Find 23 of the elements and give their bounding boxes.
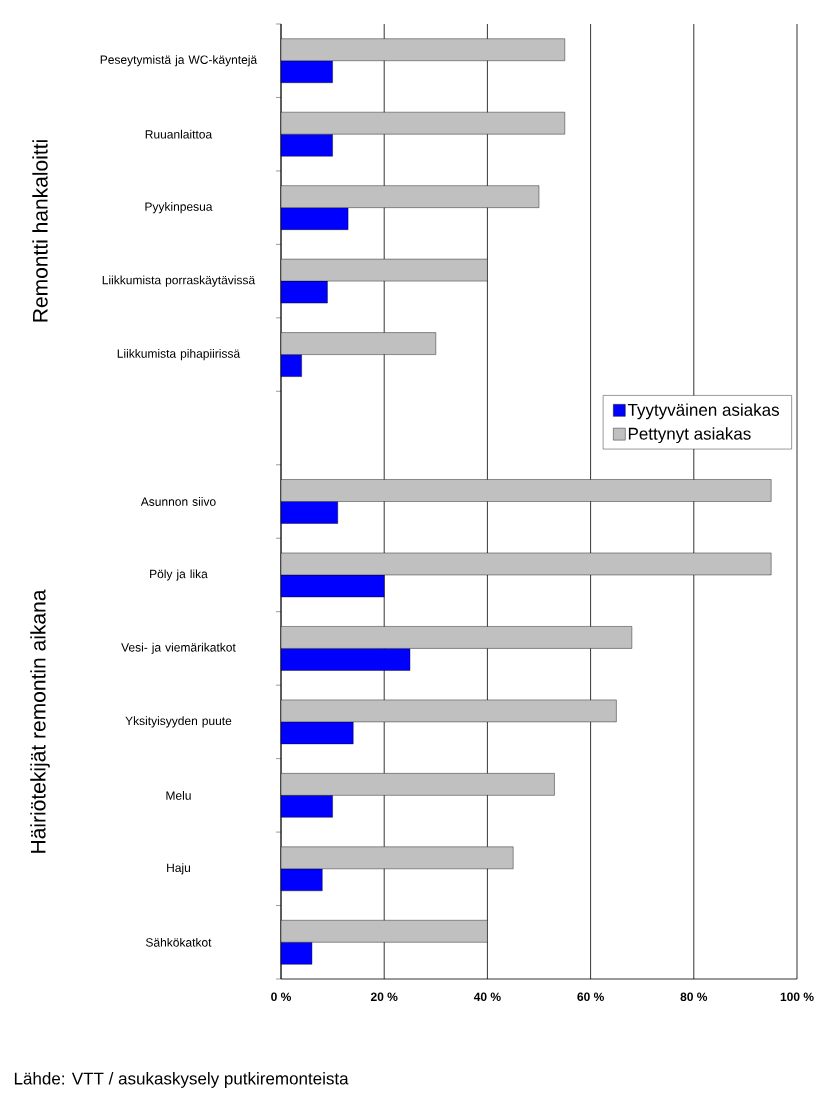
y-tick-label: Asunnon siivo: [140, 497, 216, 506]
text: Häiriötekijät remontin aikana: [30, 589, 50, 853]
x-tick-label: 40 %: [473, 992, 501, 1002]
y-tick-label: Pöly ja lika: [150, 569, 208, 581]
y-tick-label: Sähkökatkot: [145, 937, 212, 947]
y-tick-label: Yksityisyyden puute: [125, 716, 232, 728]
legend-label: Tyytyväinen asiakas: [627, 403, 779, 420]
legend-label: Pettynyt asiakas: [628, 427, 751, 444]
x-tick-label: 60 %: [577, 992, 604, 1002]
y-tick-label: Peseytymistä ja WC-käyntejä: [100, 55, 258, 67]
y-tick-label: Liikkumista pihapiirissä: [117, 348, 241, 361]
y-tick-label: Pyykinpesua: [145, 202, 213, 214]
text: Lähde: VTT / asukaskysely putkiremonteista: [14, 1072, 349, 1088]
y-tick-label: Vesi- ja viemärikatkot: [121, 642, 236, 655]
y-tick-label: Liikkumista porraskäytävissä: [102, 275, 256, 287]
text: Remontti hankaloitti: [32, 140, 48, 322]
x-tick-label: 80 %: [680, 992, 708, 1002]
x-tick-label: 100 %: [780, 992, 814, 1002]
y-tick-label: Ruuanlaittoa: [145, 129, 213, 139]
y-tick-label: Melu: [166, 790, 191, 800]
x-tick-label: 20 %: [370, 992, 398, 1002]
x-tick-label: 0 %: [271, 992, 292, 1002]
y-tick-label: Haju: [167, 863, 191, 875]
